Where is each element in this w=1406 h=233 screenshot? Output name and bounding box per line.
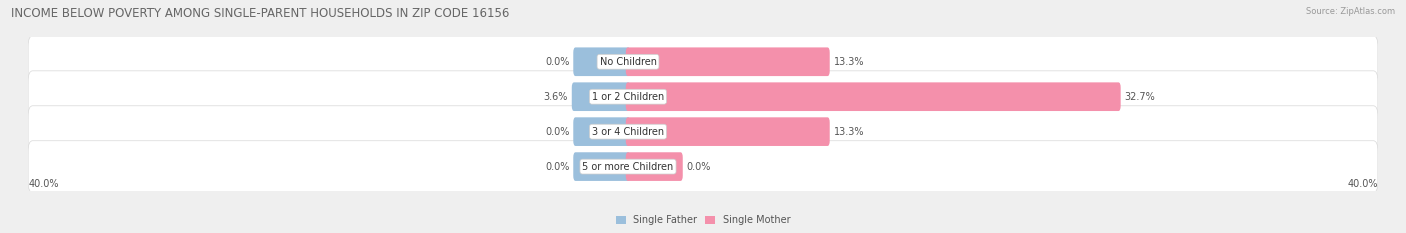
FancyBboxPatch shape xyxy=(626,152,683,181)
FancyBboxPatch shape xyxy=(626,48,830,76)
Text: 13.3%: 13.3% xyxy=(834,57,863,67)
Legend: Single Father, Single Mother: Single Father, Single Mother xyxy=(612,212,794,229)
Text: 13.3%: 13.3% xyxy=(834,127,863,137)
Text: Source: ZipAtlas.com: Source: ZipAtlas.com xyxy=(1306,7,1395,16)
Text: 5 or more Children: 5 or more Children xyxy=(582,162,673,171)
Text: 0.0%: 0.0% xyxy=(546,127,569,137)
Text: 0.0%: 0.0% xyxy=(546,57,569,67)
FancyBboxPatch shape xyxy=(572,82,630,111)
FancyBboxPatch shape xyxy=(28,36,1378,88)
FancyBboxPatch shape xyxy=(574,152,630,181)
FancyBboxPatch shape xyxy=(574,48,630,76)
Text: 32.7%: 32.7% xyxy=(1125,92,1156,102)
Text: INCOME BELOW POVERTY AMONG SINGLE-PARENT HOUSEHOLDS IN ZIP CODE 16156: INCOME BELOW POVERTY AMONG SINGLE-PARENT… xyxy=(11,7,509,20)
FancyBboxPatch shape xyxy=(626,117,830,146)
Text: 40.0%: 40.0% xyxy=(28,179,59,189)
FancyBboxPatch shape xyxy=(574,117,630,146)
Text: 1 or 2 Children: 1 or 2 Children xyxy=(592,92,664,102)
FancyBboxPatch shape xyxy=(626,82,1121,111)
Text: No Children: No Children xyxy=(599,57,657,67)
FancyBboxPatch shape xyxy=(28,141,1378,192)
FancyBboxPatch shape xyxy=(28,106,1378,158)
FancyBboxPatch shape xyxy=(28,71,1378,123)
Text: 3 or 4 Children: 3 or 4 Children xyxy=(592,127,664,137)
Text: 40.0%: 40.0% xyxy=(1347,179,1378,189)
Text: 3.6%: 3.6% xyxy=(544,92,568,102)
Text: 0.0%: 0.0% xyxy=(686,162,711,171)
Text: 0.0%: 0.0% xyxy=(546,162,569,171)
